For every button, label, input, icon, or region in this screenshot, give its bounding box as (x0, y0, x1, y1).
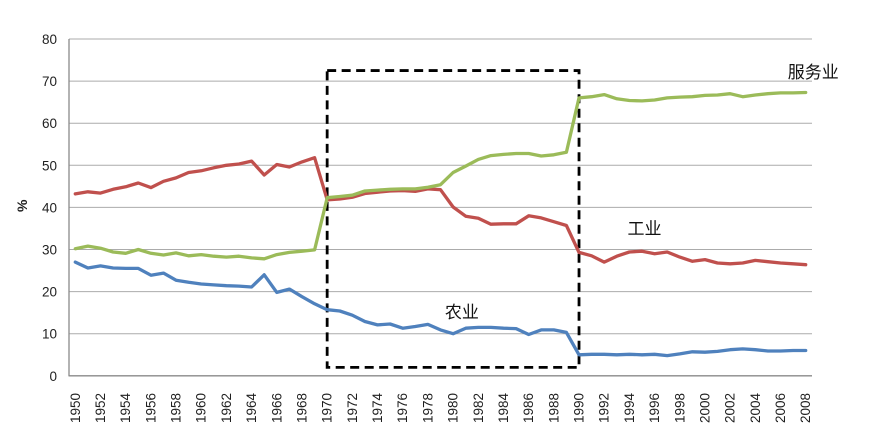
x-tick-label-2000: 2000 (698, 393, 713, 423)
x-tick-label-1964: 1964 (244, 392, 259, 423)
x-tick-label-2008: 2008 (798, 393, 813, 423)
x-tick-label-1982: 1982 (471, 393, 486, 423)
x-tick-label-1960: 1960 (194, 393, 209, 423)
series-label-services: 服务业 (788, 63, 839, 82)
x-tick-label-1972: 1972 (345, 393, 360, 423)
series-line-services (73, 90, 808, 261)
x-tick-label-2006: 2006 (773, 393, 788, 423)
x-tick-label-1956: 1956 (143, 393, 158, 423)
x-tick-label-1980: 1980 (446, 393, 461, 423)
x-tick-label-1954: 1954 (118, 392, 133, 423)
x-tick-label-1998: 1998 (672, 393, 687, 423)
x-tick-label-1962: 1962 (219, 393, 234, 423)
highlight-period-box (325, 69, 581, 369)
y-tick-label-50: 50 (42, 158, 57, 173)
x-tick-label-1966: 1966 (269, 393, 284, 423)
series-label-industry: 工业 (628, 220, 662, 239)
y-tick-label-20: 20 (42, 285, 57, 300)
x-tick-label-1950: 1950 (68, 393, 83, 423)
y-tick-label-80: 80 (42, 32, 57, 47)
x-tick-label-1994: 1994 (622, 392, 637, 423)
x-tick-label-2002: 2002 (723, 393, 738, 423)
series-line-agriculture (73, 260, 808, 358)
x-tick-label-1968: 1968 (295, 393, 310, 423)
x-tick-label-1992: 1992 (597, 393, 612, 423)
x-tick-label-1984: 1984 (496, 392, 511, 423)
series-label-agriculture: 农业 (445, 303, 479, 322)
series-line-industry (73, 156, 808, 267)
x-tick-label-1974: 1974 (370, 392, 385, 423)
y-axis-title: % (14, 199, 30, 212)
x-tick-label-2004: 2004 (748, 392, 763, 423)
y-tick-label-60: 60 (42, 116, 57, 131)
y-tick-label-70: 70 (42, 74, 57, 89)
x-tick-label-1976: 1976 (395, 393, 410, 423)
x-tick-label-1978: 1978 (420, 393, 435, 423)
y-tick-label-30: 30 (42, 243, 57, 258)
y-tick-label-10: 10 (42, 327, 57, 342)
x-tick-label-1996: 1996 (647, 393, 662, 423)
x-tick-label-1958: 1958 (169, 393, 184, 423)
y-tick-label-40: 40 (42, 200, 57, 215)
x-tick-label-1990: 1990 (572, 393, 587, 423)
x-tick-label-1986: 1986 (521, 393, 536, 423)
x-tick-label-1970: 1970 (320, 393, 335, 423)
x-tick-label-1952: 1952 (93, 393, 108, 423)
x-tick-label-1988: 1988 (546, 393, 561, 423)
y-tick-label-0: 0 (49, 369, 57, 384)
